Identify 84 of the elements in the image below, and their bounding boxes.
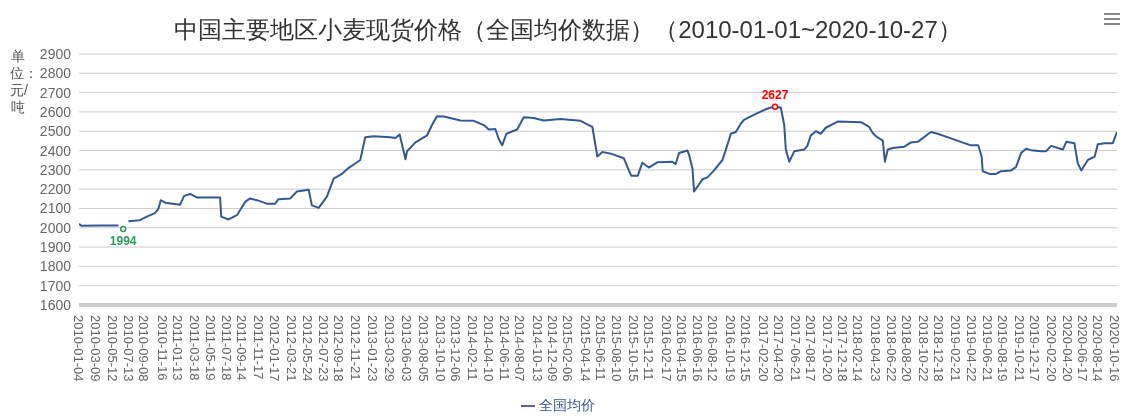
x-tick-label: 2010-07-13 — [121, 315, 137, 382]
x-tick-label: 2016-06-16 — [690, 315, 706, 382]
x-tick-label: 2017-02-20 — [755, 315, 771, 382]
x-tick-label: 2018-08-20 — [899, 315, 915, 382]
x-tick-label: 2014-08-07 — [511, 315, 527, 382]
x-tick-label: 2013-06-03 — [398, 315, 414, 382]
x-tick-label: 2010-01-04 — [71, 315, 87, 382]
x-tick-label: 2017-04-20 — [771, 315, 787, 382]
y-tick-label: 1900 — [39, 239, 72, 256]
x-tick-label: 2012-07-23 — [316, 315, 332, 382]
chart-title: 中国主要地区小麦现货价格（全国均价数据）（2010-01-01~2020-10-27） — [173, 15, 963, 45]
x-tick-label: 2011-05-19 — [202, 315, 218, 381]
x-tick-label: 2019-04-22 — [963, 315, 979, 382]
x-tick-label: 2019-02-21 — [948, 315, 964, 382]
x-tick-label: 2019-10-21 — [1011, 315, 1027, 382]
x-tick-label: 2012-09-18 — [331, 315, 347, 382]
x-tick-label: 2016-02-17 — [658, 315, 674, 382]
x-tick-label: 2013-01-23 — [364, 315, 380, 382]
x-tick-label: 2013-12-06 — [447, 315, 463, 382]
y-tick-label: 2200 — [39, 181, 72, 198]
x-tick-label: 2014-10-13 — [529, 315, 545, 382]
legend-label: 全国均价 — [539, 397, 595, 413]
x-tick-label: 2016-04-15 — [674, 315, 690, 382]
x-tick-label: 2010-05-12 — [105, 315, 121, 382]
x-tick-label: 2016-10-19 — [723, 315, 739, 382]
x-tick-label: 2015-06-11 — [592, 315, 608, 381]
x-tick-label: 2018-12-18 — [930, 315, 946, 382]
x-tick-label: 2015-12-11 — [641, 315, 657, 381]
x-tick-label: 2019-12-17 — [1026, 315, 1042, 382]
x-tick-label: 2011-07-18 — [218, 315, 234, 381]
x-tick-label: 2018-10-22 — [915, 315, 931, 382]
y-tick-label: 2300 — [39, 161, 72, 178]
x-tick-label: 2019-08-19 — [995, 315, 1011, 382]
x-tick-label: 2010-03-09 — [88, 315, 104, 382]
x-tick-label: 2019-06-21 — [979, 315, 995, 382]
x-tick-label: 2020-04-20 — [1059, 315, 1075, 382]
x-tick-label: 2010-09-08 — [136, 315, 152, 382]
x-tick-label: 2015-10-15 — [626, 315, 642, 382]
y-axis-title: 单位：元/吨 — [10, 48, 38, 116]
y-tick-label: 1800 — [39, 258, 72, 275]
x-tick-label: 2020-06-17 — [1074, 315, 1090, 382]
x-tick-label: 2012-03-21 — [283, 315, 299, 382]
x-tick-label: 2013-10-10 — [432, 315, 448, 382]
y-tick-label: 2400 — [39, 142, 72, 159]
x-tick-label: 2015-04-14 — [577, 315, 593, 382]
x-tick-label: 2018-02-14 — [850, 315, 866, 382]
x-tick-label: 2017-12-18 — [835, 315, 851, 382]
annotation: 2627 — [761, 88, 789, 103]
y-tick-label: 2500 — [39, 123, 72, 140]
y-tick-label: 2800 — [39, 65, 72, 82]
x-tick-label: 2011-11-17 — [250, 315, 266, 380]
x-tick-label: 2011-01-13 — [169, 315, 185, 381]
x-tick-label: 2020-02-20 — [1043, 315, 1059, 382]
x-tick-label: 2020-10-16 — [1106, 315, 1122, 382]
x-tick-label: 2015-08-10 — [608, 315, 624, 382]
y-tick-label: 1600 — [39, 296, 72, 313]
x-tick-label: 2010-11-16 — [154, 315, 170, 381]
x-tick-label: 2016-12-15 — [738, 315, 754, 382]
y-tick-label: 1700 — [39, 277, 72, 294]
x-tick-label: 2013-03-29 — [381, 315, 397, 382]
x-tick-label: 2014-02-11 — [465, 315, 481, 381]
x-tick-label: 2014-12-09 — [544, 315, 560, 382]
y-tick-label: 2100 — [39, 200, 72, 217]
y-tick-label: 2600 — [39, 103, 72, 120]
y-tick-label: 2900 — [39, 45, 72, 62]
annotation: 1994 — [109, 233, 137, 248]
x-tick-label: 2011-03-18 — [186, 315, 202, 381]
y-tick-label: 2700 — [39, 84, 72, 101]
x-tick-label: 2011-09-14 — [233, 315, 249, 381]
x-tick-label: 2017-06-21 — [787, 315, 803, 382]
x-tick-label: 2013-08-05 — [415, 315, 431, 382]
x-tick-label: 2017-10-20 — [819, 315, 835, 382]
y-tick-label: 2000 — [39, 219, 72, 236]
x-tick-label: 2014-04-10 — [480, 315, 496, 382]
x-tick-label: 2018-04-23 — [868, 315, 884, 382]
x-tick-label: 2017-08-17 — [802, 315, 818, 382]
x-tick-label: 2015-02-06 — [560, 315, 576, 382]
x-tick-label: 2012-11-21 — [347, 315, 363, 381]
x-tick-label: 2012-01-17 — [266, 315, 282, 382]
x-tick-label: 2016-08-12 — [705, 315, 721, 382]
x-tick-label: 2012-05-24 — [300, 315, 316, 382]
x-tick-label: 2014-06-11 — [497, 315, 513, 381]
x-tick-label: 2020-08-14 — [1090, 315, 1105, 382]
x-tick-label: 2018-06-22 — [883, 315, 899, 382]
